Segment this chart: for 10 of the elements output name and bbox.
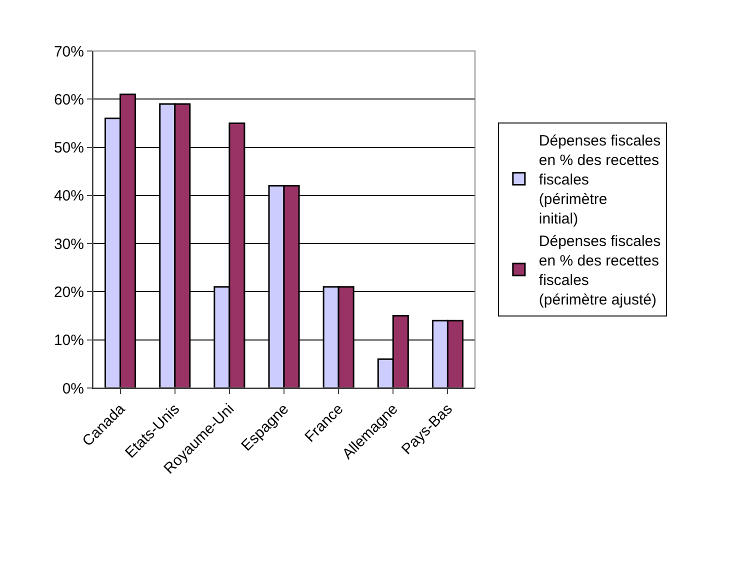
y-tick-label: 10% [54, 332, 84, 350]
y-tick-label: 0% [62, 380, 84, 398]
y-tick-label: 50% [54, 140, 84, 157]
y-tick-label: 60% [54, 91, 84, 108]
legend-label: Dépenses fiscales en % des recettes fiscales (périmètre ajusté) [538, 233, 661, 309]
legend-label: Dépenses fiscales en % des recettes fiscales (périmètre initial) [538, 132, 661, 228]
y-tick-label: 20% [54, 284, 84, 301]
y-tick-label: 30% [54, 236, 84, 253]
y-tick-label: 70% [54, 43, 84, 60]
y-tick-label: 40% [54, 188, 84, 205]
